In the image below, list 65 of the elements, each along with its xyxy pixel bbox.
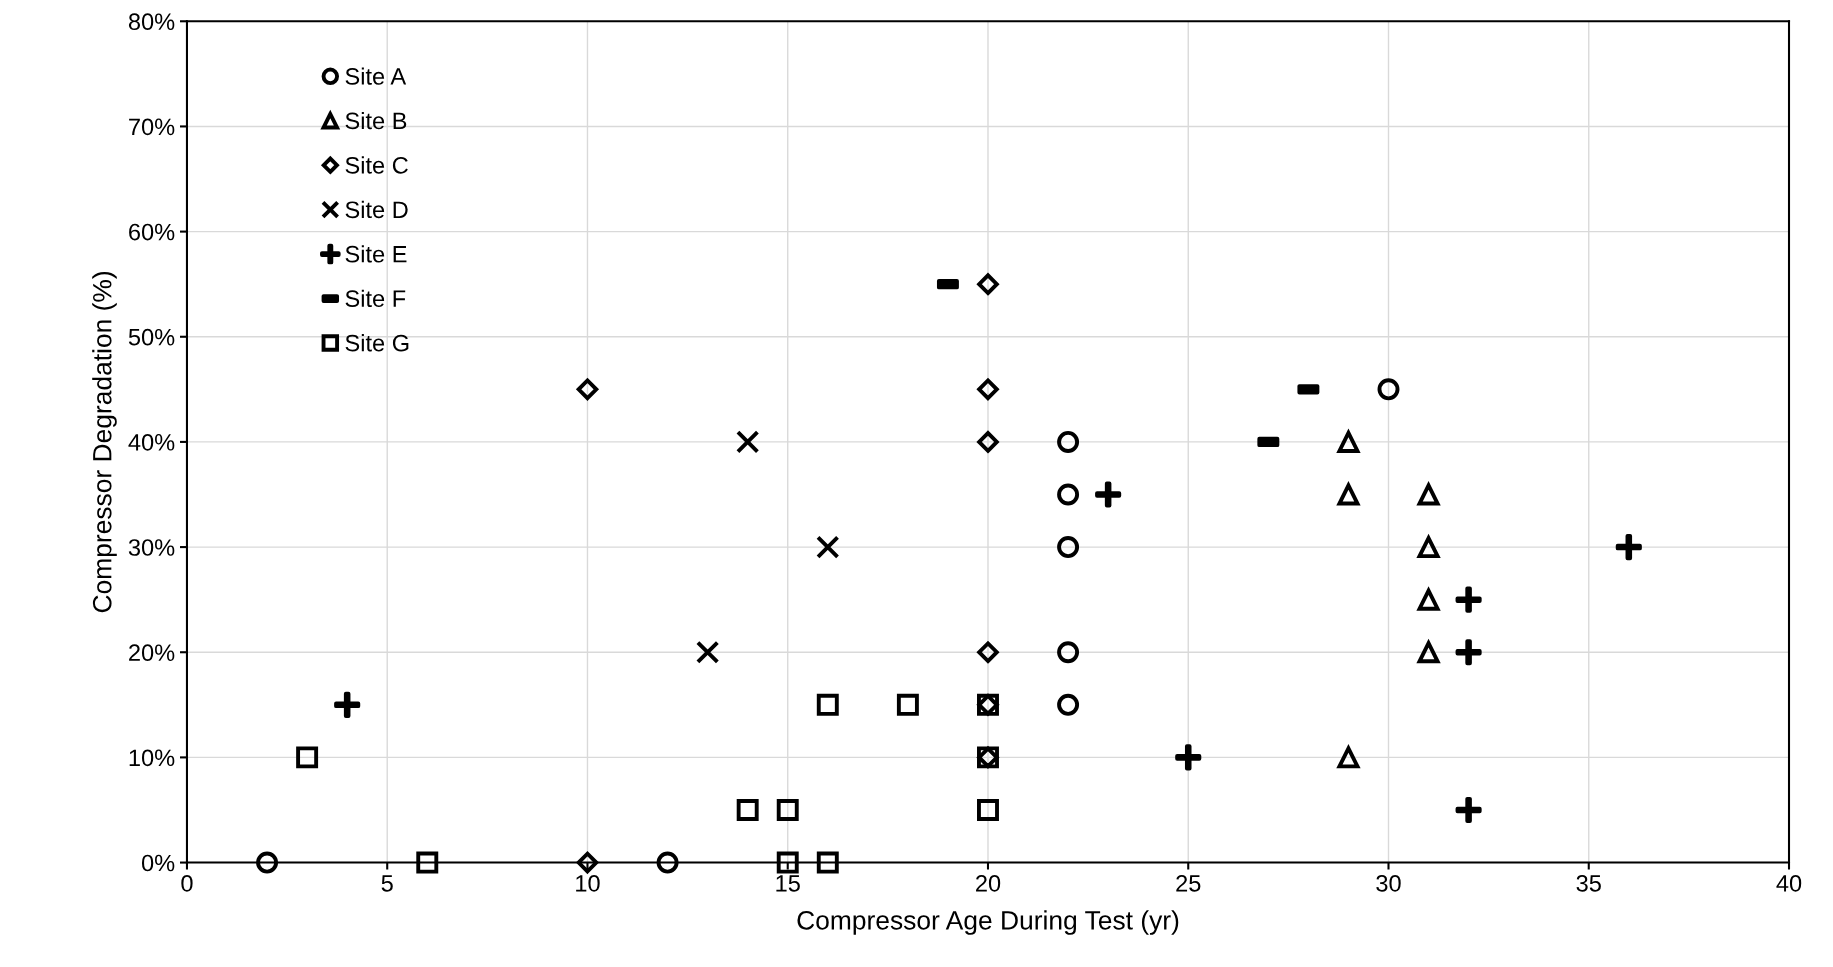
x-tick-label: 25 [1176, 874, 1201, 892]
legend-label: Site E [345, 245, 407, 263]
point [896, 693, 919, 716]
point [1336, 481, 1361, 506]
legend-label: Site D [345, 200, 408, 219]
x-tick-label: 30 [1376, 874, 1401, 892]
point [1455, 586, 1482, 613]
point [977, 799, 999, 821]
point [1057, 536, 1080, 559]
x-tick-label: 35 [1576, 874, 1601, 892]
point [977, 431, 999, 453]
point [1336, 428, 1361, 453]
point [977, 378, 999, 401]
x-tick-label: 0 [181, 874, 193, 892]
x-tick-label: 40 [1776, 874, 1802, 892]
point [776, 799, 799, 821]
point [695, 640, 720, 664]
point [656, 851, 679, 874]
point [256, 851, 279, 874]
x-tick-label: 5 [381, 875, 393, 892]
legend-label: Site C [345, 156, 408, 174]
point [776, 851, 799, 874]
point [736, 430, 760, 454]
y-tick-label: 80% [128, 13, 175, 31]
y-tick-label: 40% [128, 433, 175, 451]
point [1455, 796, 1482, 824]
point [1337, 746, 1360, 769]
y-tick-label: 70% [129, 118, 175, 136]
y-tick-label: 10% [129, 749, 175, 767]
point [816, 535, 840, 559]
y-axis-title: Compressor Degradation (%) [92, 271, 117, 613]
point [334, 691, 361, 718]
point [1057, 483, 1080, 506]
x-tick-label: 10 [576, 874, 600, 892]
point [1455, 639, 1482, 666]
point [1175, 744, 1202, 771]
point [977, 273, 999, 295]
point [296, 746, 319, 769]
y-tick-label: 30% [128, 539, 175, 556]
legend-label: Site F [345, 289, 406, 308]
y-tick-label: 0% [141, 854, 175, 872]
x-tick-label: 15 [776, 875, 800, 892]
point [816, 851, 839, 874]
point [816, 693, 839, 716]
point [416, 851, 439, 874]
x-axis-title: Compressor Age During Test (yr) [797, 910, 1179, 935]
y-tick-label: 50% [128, 328, 175, 346]
point [1377, 378, 1400, 401]
point [1057, 641, 1080, 664]
legend-label: Site B [345, 111, 407, 130]
x-tick-label: 20 [976, 874, 1001, 892]
point [977, 641, 999, 664]
y-tick-label: 20% [129, 644, 175, 662]
y-tick-label: 60% [129, 223, 175, 241]
point [1057, 430, 1080, 453]
point [1095, 481, 1122, 508]
point [736, 799, 759, 821]
point [1416, 586, 1441, 611]
point [1615, 534, 1642, 561]
legend-label: Site A [345, 67, 407, 85]
legend-label: Site G [345, 334, 409, 352]
point [1416, 481, 1441, 506]
point [576, 378, 599, 401]
point [576, 851, 599, 874]
point [1057, 693, 1080, 716]
